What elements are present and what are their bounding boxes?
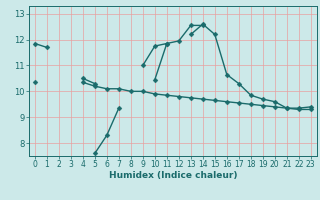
X-axis label: Humidex (Indice chaleur): Humidex (Indice chaleur) [108, 171, 237, 180]
